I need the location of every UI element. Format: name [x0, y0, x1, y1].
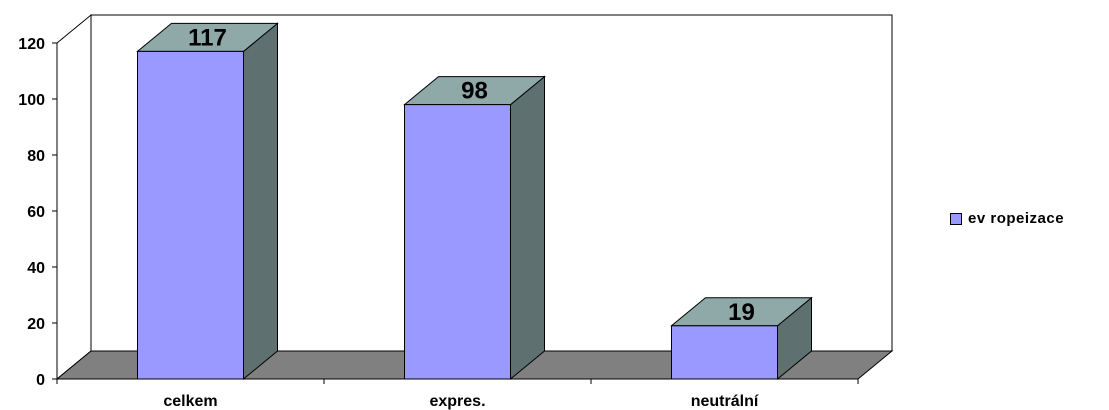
y-tick-label: 80 [27, 148, 45, 165]
data-label: 19 [728, 299, 755, 326]
bar-front [404, 104, 511, 380]
bars: 117 98 19 [136, 22, 813, 381]
data-label: 98 [461, 78, 488, 105]
legend-label: ev ropeizace [968, 210, 1065, 227]
bar-1: 117 [136, 22, 279, 381]
y-tick-label: 100 [18, 92, 45, 109]
y-tick-label: 120 [18, 36, 45, 53]
bar-front [137, 50, 244, 380]
x-tick-label: expres. [429, 393, 485, 410]
y-axis: 0 20 40 60 80 100 120 [18, 36, 58, 389]
bar-2: 98 [403, 75, 546, 381]
x-tick-label: celkem [163, 393, 217, 410]
legend-swatch [950, 212, 962, 225]
y-tick-label: 60 [27, 204, 45, 221]
bar-front [671, 325, 778, 380]
data-label: 117 [188, 24, 227, 51]
bar-side [510, 75, 545, 381]
bar-side [243, 22, 278, 381]
bar-3: 19 [670, 296, 813, 381]
x-axis: celkem expres. neutrální [56, 378, 859, 410]
legend: ev ropeizace [950, 210, 1064, 227]
side-wall [56, 13, 92, 381]
y-tick-label: 20 [27, 316, 45, 333]
y-tick-label: 40 [27, 260, 45, 277]
y-tick-label: 0 [36, 372, 45, 389]
x-tick-label: neutrální [691, 393, 759, 410]
